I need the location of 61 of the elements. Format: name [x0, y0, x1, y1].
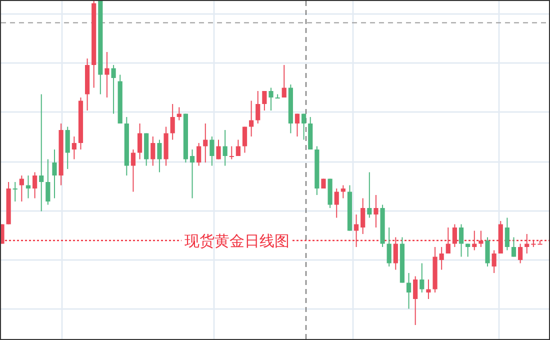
- candlestick: [150, 136, 156, 166]
- candlestick: [466, 243, 470, 258]
- candlestick: [130, 149, 136, 192]
- candlestick: [242, 126, 248, 154]
- candlestick: [39, 94, 44, 212]
- candlestick: [458, 224, 464, 258]
- candlestick: [32, 172, 38, 199]
- candlestick: [190, 149, 195, 199]
- candlestick: [26, 175, 31, 199]
- candlestick: [170, 104, 175, 140]
- candlestick: [196, 142, 202, 166]
- candlestick: [478, 230, 484, 248]
- candlestick: [413, 276, 418, 326]
- candlestick: [538, 240, 542, 245]
- candlestick: [216, 139, 221, 160]
- candlestick: [275, 94, 280, 98]
- candlestick: [236, 139, 240, 156]
- candlestick: [46, 158, 50, 206]
- candlestick: [439, 246, 444, 270]
- candlestick: [294, 113, 300, 137]
- candlestick: [268, 87, 274, 111]
- candlestick: [367, 172, 372, 218]
- candlestick: [229, 146, 234, 160]
- candlestick: [72, 136, 76, 160]
- candlestick: [12, 182, 18, 202]
- candlestick: [374, 194, 378, 228]
- candlestick: [137, 123, 142, 160]
- candlestick: [446, 227, 450, 254]
- candlestick: [426, 279, 431, 300]
- candlestick: [111, 64, 116, 114]
- candlestick: [360, 198, 366, 234]
- candlestick: [393, 236, 398, 270]
- ref-line-label: 现货黄金日线图: [184, 232, 290, 250]
- candlestick: [262, 90, 267, 111]
- candlestick: [176, 106, 182, 121]
- candlestick: [210, 136, 214, 166]
- candlestick: [406, 272, 412, 310]
- candlestick: [420, 262, 424, 293]
- candlestick: [524, 234, 530, 254]
- candlestick: [334, 188, 339, 218]
- candlestick: [19, 175, 24, 202]
- candlestick: [518, 243, 523, 264]
- candlestick: [157, 139, 162, 173]
- candlestick: [203, 123, 208, 163]
- candlestick: [52, 149, 57, 199]
- candlestick: [65, 126, 70, 170]
- candlestick: [492, 250, 496, 274]
- candlestick: [249, 100, 254, 137]
- candlestick: [256, 90, 260, 124]
- candlestick: [504, 217, 510, 251]
- candlestick: [485, 236, 490, 267]
- candlestick: [222, 130, 228, 166]
- candlestick: [386, 227, 392, 267]
- candlestick: [452, 224, 458, 248]
- candlestick: [472, 230, 477, 251]
- candlestick: [340, 184, 346, 199]
- candlestick: [104, 52, 110, 98]
- candlestick: [282, 64, 286, 98]
- candlestick: [511, 236, 516, 258]
- candlestick: [354, 214, 359, 248]
- candlestick: [302, 113, 306, 140]
